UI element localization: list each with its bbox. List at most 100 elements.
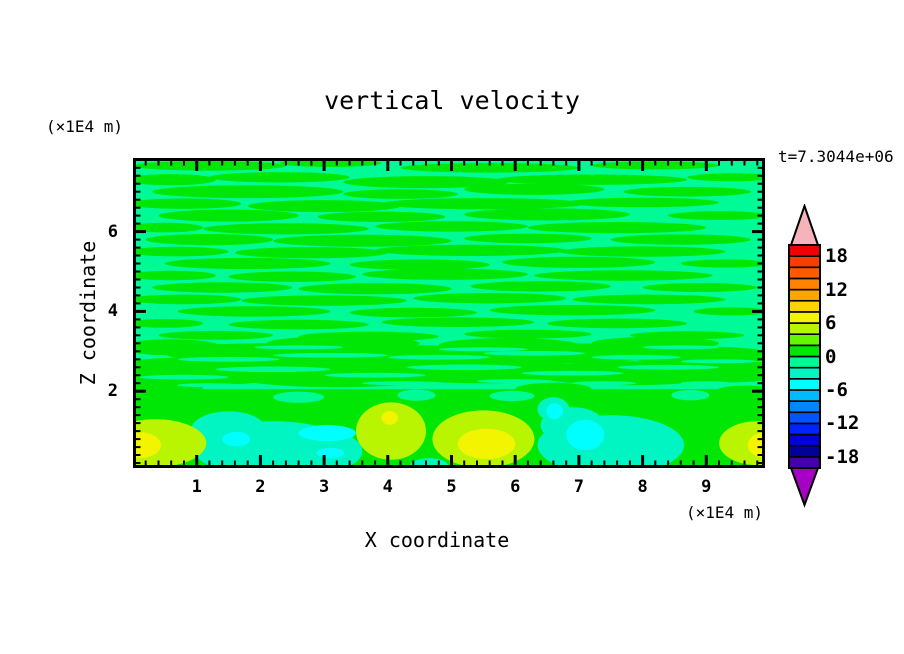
cyan-downdraft-cores [298,425,356,442]
spring-streak [617,364,720,370]
spring-streak [438,347,528,352]
colorbar-tick-labels: 18 12 6 0 -6 -12 -18 [825,158,885,508]
spring-streak [273,391,325,403]
x-axis-title: X coordinate [364,528,510,552]
green-blob [515,382,592,396]
colorbar [787,202,823,508]
colorbar-segment [788,333,821,347]
colorbar-segment [788,344,821,358]
green-streak [177,306,331,317]
spring-streak [572,381,637,386]
z-tick-label-6: 6 [107,221,118,242]
green-streak [203,223,369,235]
green-blob [715,385,774,397]
x-tick-label-6: 6 [510,477,521,497]
green-streak [228,271,356,282]
colorbar-label-18: 18 [825,245,848,268]
spring-streak [397,389,436,401]
x-tick-labels: 1 2 3 4 5 6 7 8 9 [133,477,765,501]
colorbar-segment [788,244,821,257]
x-tick-label-3: 3 [318,477,330,497]
green-streak [610,234,751,245]
green-streak [145,234,274,246]
cyan-downdraft-cores [316,447,345,459]
green-streak [464,233,592,244]
green-streak [559,246,726,257]
green-streak [527,222,707,234]
time-annotation: t=7.3044e+06 [778,147,894,166]
green-streak [349,259,490,270]
spring-streak [139,374,229,380]
green-streak [470,281,611,292]
colorbar-under-arrow [789,467,820,508]
green-streak [547,318,688,329]
green-streak [343,189,458,199]
green-streak [152,185,344,199]
colorbar-segment [788,422,821,436]
green-streak [273,234,452,247]
green-streak [126,198,242,209]
green-streak [464,329,592,339]
colorbar-outline [788,244,821,469]
contour-plot-area [94,158,796,477]
spring-streak [406,364,522,371]
green-streak [126,222,204,233]
green-streak [164,257,331,270]
green-streak [362,268,528,280]
green-streak [298,283,452,295]
colorbar-segment [788,288,821,302]
colorbar-segment [788,366,821,380]
contour-field-svg [94,158,796,477]
spring-streak [387,354,490,360]
colorbar-segment [788,277,821,291]
green-streak [152,282,293,293]
chart-title: vertical velocity [324,86,580,115]
green-streak [317,211,446,222]
green-streak [668,211,770,220]
x-tick-label-4: 4 [382,477,393,497]
colorbar-segment [788,355,821,369]
x-tick-label-9: 9 [701,477,712,497]
z-tick-label-4: 4 [107,301,118,322]
green-streak [680,259,771,268]
colorbar-segment [788,255,821,269]
colorbar-label-0: 0 [825,345,837,368]
green-streak [247,200,401,213]
green-streak [693,307,770,316]
colorbar-label--6: -6 [825,378,848,401]
green-streak [126,270,216,281]
cyan-downdraft-cores [566,419,605,451]
green-streak [235,247,388,259]
z-tick-label-2: 2 [107,381,118,402]
z-axis-unit-label: (×1E4 m) [46,117,124,136]
green-blob [120,339,223,356]
colorbar-label--18: -18 [825,445,860,468]
green-streak [642,283,758,292]
green-streak [496,174,688,185]
green-streak [381,198,586,210]
green-streak [241,295,407,306]
colorbar-svg [788,202,821,508]
colorbar-segment [788,411,821,425]
green-streak [126,319,204,328]
x-tick-label-2: 2 [255,477,266,497]
colorbar-segment [788,311,821,324]
colorbar-over-arrow [789,202,820,246]
green-streak [209,172,350,183]
plot-border [133,158,765,468]
green-streak [566,197,719,208]
colorbar-segment [788,433,821,447]
green-streak [158,330,274,340]
green-streak [623,186,751,197]
colorbar-label--12: -12 [825,412,860,435]
colorbar-segment [788,400,821,414]
green-streak [126,174,216,186]
green-streak [158,209,299,222]
colorbar-segment [788,378,821,391]
green-streak [687,173,777,182]
green-streak [375,221,528,232]
green-streak [381,317,535,327]
spring-streak [483,350,586,356]
updraft-halos [356,402,426,460]
